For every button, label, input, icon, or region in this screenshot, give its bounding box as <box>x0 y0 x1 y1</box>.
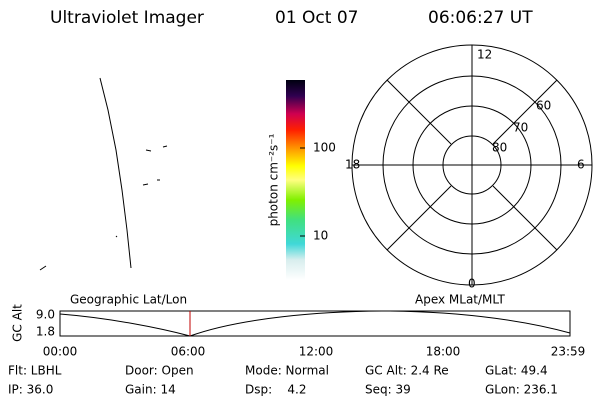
colorbar-tick: 100 <box>313 141 336 155</box>
info-field: GLat: 49.4 <box>485 364 548 378</box>
date: 01 Oct 07 <box>275 8 358 28</box>
info-field: Seq: 39 <box>365 383 411 397</box>
mlt-label: 12 <box>477 48 492 62</box>
altitude-curve <box>59 310 571 337</box>
mlt-label: 0 <box>468 277 476 291</box>
mlat-label: 70 <box>513 121 528 135</box>
info: Flt: LBHL Door: Open Mode: Normal GC Alt… <box>8 364 558 397</box>
image-traces <box>39 77 168 271</box>
y-tick-label: 1.8 <box>36 325 55 339</box>
mlt-label: 18 <box>345 158 360 172</box>
x-tick-label: 12:00 <box>299 345 334 359</box>
info-field: Door: Open <box>125 364 194 378</box>
timeline-title: Apex MLat/MLT <box>415 293 505 307</box>
mlat-label: 60 <box>536 99 551 113</box>
info-field: Mode: Normal <box>245 364 329 378</box>
timeline-title: Geographic Lat/Lon <box>70 293 187 307</box>
x-tick-label: 00:00 <box>43 345 78 359</box>
mlat-label: 80 <box>492 141 507 155</box>
info-field: Flt: LBHL <box>8 364 62 378</box>
instrument: Ultraviolet Imager <box>50 8 204 28</box>
info-field: Dsp: 4.2 <box>245 383 307 397</box>
info-field: GC Alt: 2.4 Re <box>365 364 449 378</box>
timeline-frame <box>59 310 571 337</box>
colorbar-label: photon cm⁻²s⁻¹ <box>267 133 281 226</box>
info-field: Gain: 14 <box>125 383 176 397</box>
y-tick-label: 9.0 <box>36 308 55 322</box>
info-field: GLon: 236.1 <box>485 383 558 397</box>
x-tick-label: 18:00 <box>426 345 461 359</box>
mlt-label: 6 <box>577 158 585 172</box>
x-tick-label: 06:00 <box>171 345 206 359</box>
time: 06:06:27 UT <box>428 8 533 28</box>
colorbar-tick: 10 <box>313 229 328 243</box>
colorbar-ticks <box>300 147 305 237</box>
x-tick-label: 23:59 <box>551 345 586 359</box>
y-axis-label: GC Alt <box>11 304 25 342</box>
info-field: IP: 36.0 <box>8 383 53 397</box>
polar-grid <box>351 44 593 286</box>
colorbar <box>286 80 305 280</box>
